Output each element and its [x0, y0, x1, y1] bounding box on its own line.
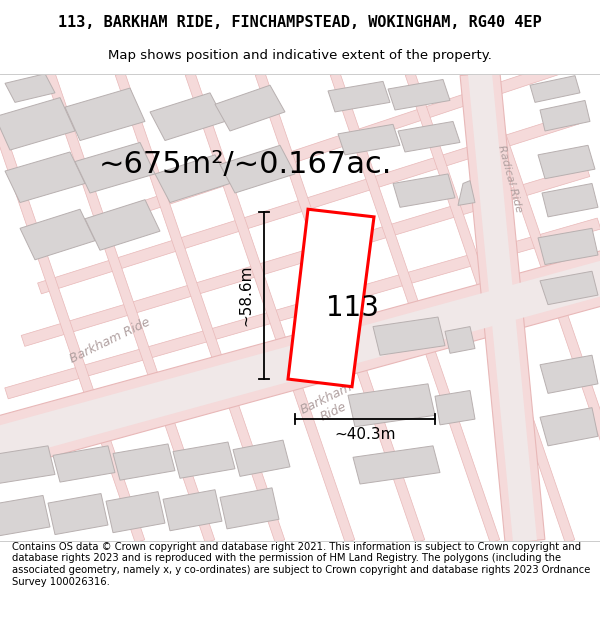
Polygon shape: [5, 152, 85, 202]
Polygon shape: [540, 271, 598, 304]
Polygon shape: [288, 209, 374, 387]
Polygon shape: [338, 124, 400, 155]
Polygon shape: [348, 384, 435, 427]
Polygon shape: [0, 271, 600, 451]
Polygon shape: [468, 72, 537, 542]
Polygon shape: [330, 72, 500, 542]
Polygon shape: [540, 408, 598, 446]
Polygon shape: [163, 490, 222, 531]
Polygon shape: [48, 494, 108, 534]
Polygon shape: [75, 142, 155, 193]
Polygon shape: [0, 72, 145, 542]
Polygon shape: [445, 327, 475, 353]
Polygon shape: [328, 81, 390, 112]
Polygon shape: [45, 72, 215, 542]
Polygon shape: [255, 72, 425, 542]
Polygon shape: [0, 259, 600, 462]
Polygon shape: [373, 317, 445, 355]
Polygon shape: [353, 446, 440, 484]
Text: Map shows position and indicative extent of the property.: Map shows position and indicative extent…: [108, 49, 492, 62]
Polygon shape: [65, 88, 145, 141]
Text: Barkham Ride: Barkham Ride: [68, 316, 152, 366]
Polygon shape: [393, 174, 455, 208]
Polygon shape: [540, 355, 598, 393]
Polygon shape: [540, 101, 590, 131]
Polygon shape: [0, 446, 55, 484]
Text: 113: 113: [326, 294, 379, 321]
Polygon shape: [542, 184, 598, 217]
Polygon shape: [530, 76, 580, 102]
Text: 113, BARKHAM RIDE, FINCHAMPSTEAD, WOKINGHAM, RG40 4EP: 113, BARKHAM RIDE, FINCHAMPSTEAD, WOKING…: [58, 14, 542, 29]
Polygon shape: [113, 444, 175, 480]
Polygon shape: [435, 391, 475, 425]
Polygon shape: [150, 93, 225, 141]
Polygon shape: [458, 181, 475, 206]
Polygon shape: [0, 98, 75, 150]
Polygon shape: [115, 72, 285, 542]
Polygon shape: [405, 72, 575, 542]
Text: ~40.3m: ~40.3m: [334, 427, 396, 442]
Text: ~675m²/~0.167ac.: ~675m²/~0.167ac.: [98, 150, 392, 179]
Polygon shape: [21, 166, 590, 346]
Polygon shape: [398, 121, 460, 152]
Text: Barkham
Ride: Barkham Ride: [299, 380, 361, 430]
Polygon shape: [220, 488, 279, 529]
Text: Contains OS data © Crown copyright and database right 2021. This information is : Contains OS data © Crown copyright and d…: [12, 542, 590, 587]
Polygon shape: [538, 228, 598, 264]
Polygon shape: [53, 446, 115, 482]
Polygon shape: [5, 218, 600, 399]
Polygon shape: [475, 72, 600, 542]
Polygon shape: [0, 496, 50, 536]
Text: ~58.6m: ~58.6m: [239, 265, 254, 326]
Polygon shape: [106, 492, 165, 532]
Polygon shape: [538, 145, 595, 179]
Polygon shape: [460, 72, 545, 543]
Polygon shape: [215, 85, 285, 131]
Polygon shape: [173, 442, 235, 478]
Polygon shape: [20, 209, 95, 260]
Polygon shape: [5, 74, 55, 102]
Polygon shape: [233, 440, 290, 476]
Text: Radical Ride: Radical Ride: [496, 144, 524, 214]
Polygon shape: [85, 200, 160, 250]
Polygon shape: [388, 79, 450, 110]
Polygon shape: [185, 72, 355, 542]
Polygon shape: [220, 145, 295, 193]
Polygon shape: [54, 61, 568, 241]
Polygon shape: [0, 251, 600, 471]
Polygon shape: [38, 113, 579, 294]
Polygon shape: [155, 155, 230, 202]
